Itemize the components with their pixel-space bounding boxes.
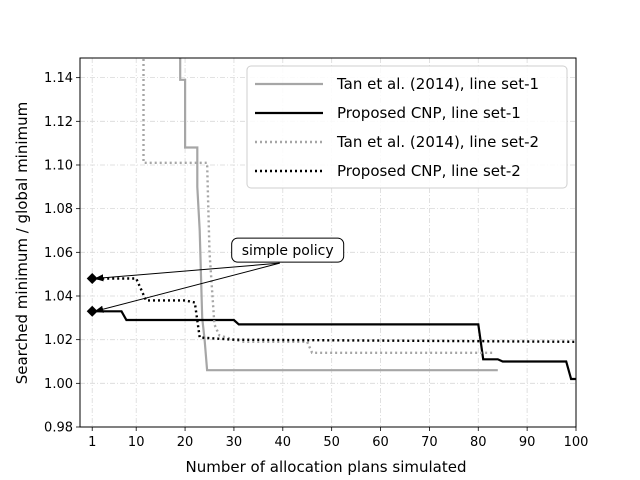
- y-tick-label: 1.14: [44, 71, 73, 86]
- y-axis-title: Searched minimum / global minimum: [13, 102, 31, 385]
- y-tick-label: 1.10: [44, 158, 73, 173]
- axes: 1 10 20 30 40 50 60 70 80 90 100 0.98 1.00 1.02 1.04 1.…: [44, 57, 589, 450]
- y-tick-label: 1.08: [44, 202, 73, 217]
- diamond-marker-2: [86, 305, 98, 317]
- annotation-arrow-2: [94, 262, 280, 313]
- x-tick-label: 1: [88, 435, 96, 450]
- legend-label-1: Tan et al. (2014), line set-1: [336, 75, 539, 93]
- y-tick-label: 0.98: [44, 421, 73, 436]
- x-tick-label: 70: [421, 435, 438, 450]
- series-line-2: [92, 310, 576, 381]
- series-layer: [92, 58, 576, 381]
- y-tick-label: 1.00: [44, 377, 73, 392]
- x-tick-label: 10: [128, 435, 145, 450]
- x-tick-label: 50: [323, 435, 340, 450]
- x-tick-label: 40: [275, 435, 292, 450]
- annotation-arrow-1: [94, 262, 280, 282]
- y-tick-label: 1.02: [44, 333, 73, 348]
- x-tick-label: 80: [470, 435, 487, 450]
- diamond-marker-1: [86, 273, 98, 285]
- annotation-box: [231, 237, 345, 263]
- x-axis-title: Number of allocation plans simulated: [186, 458, 467, 476]
- annotation-text: simple policy: [242, 243, 334, 259]
- legend-label-2: Proposed CNP, line set-1: [337, 104, 521, 122]
- y-tick-label: 1.06: [44, 246, 73, 261]
- legend: Tan et al. (2014), line set-1 Proposed CN…: [246, 65, 568, 189]
- x-tick-label: 30: [226, 435, 243, 450]
- legend-label-3: Tan et al. (2014), line set-2: [336, 133, 539, 151]
- y-tick-label: 1.12: [44, 115, 73, 130]
- annotation: simple policy: [86, 237, 345, 317]
- plot-frame: [79, 57, 577, 428]
- series-line-3: [142, 58, 493, 354]
- series-line-1: [179, 58, 498, 372]
- series-line-4: [92, 277, 576, 343]
- x-tick-label: 60: [372, 435, 389, 450]
- y-tick-label: 1.04: [44, 289, 73, 304]
- x-tick-label: 90: [519, 435, 536, 450]
- legend-label-4: Proposed CNP, line set-2: [337, 162, 521, 180]
- x-tick-label: 100: [564, 435, 589, 450]
- legend-box: [246, 65, 568, 189]
- x-tick-label: 20: [177, 435, 194, 450]
